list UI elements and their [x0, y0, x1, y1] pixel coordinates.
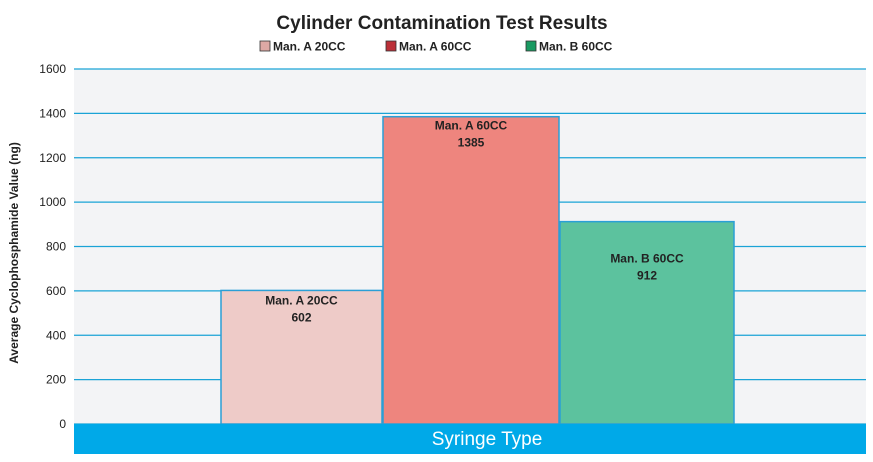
legend-swatch	[385, 40, 397, 52]
y-tick-label: 400	[46, 328, 66, 342]
legend: Man. A 20CC Man. A 60CC Man. B 60CC	[259, 40, 613, 54]
y-tick-label: 1000	[39, 195, 66, 209]
data-labels: Man. A 20CC 602 Man. A 60CC 1385 Man. B 60CC…	[265, 119, 684, 325]
x-axis-label: Syringe Type	[432, 429, 543, 450]
data-label-value: 1385	[458, 136, 485, 150]
chart-title: Cylinder Contamination Test Results	[276, 13, 607, 34]
bar-1	[382, 115, 560, 425]
legend-label: Man. A 60CC	[399, 40, 472, 54]
data-label-name: Man. A 20CC	[265, 293, 338, 307]
data-label-name: Man. A 60CC	[435, 119, 508, 133]
y-tick-label: 200	[46, 373, 66, 387]
data-label-name: Man. B 60CC	[610, 252, 684, 266]
bars	[220, 115, 735, 425]
y-tick-label: 0	[59, 417, 66, 431]
legend-swatch	[259, 40, 271, 52]
data-label-value: 912	[637, 269, 657, 283]
y-tick-label: 1600	[39, 62, 66, 76]
bar-0	[220, 289, 383, 425]
bar-2	[559, 220, 735, 425]
y-tick-label: 800	[46, 240, 66, 254]
y-tick-label: 1400	[39, 106, 66, 120]
legend-swatch	[525, 40, 537, 52]
legend-label: Man. A 20CC	[273, 40, 346, 54]
data-label-value: 602	[291, 310, 311, 324]
x-axis-band	[74, 424, 866, 454]
y-axis-ticks: 0 200 400 600 800 1000 1200 1400 1600	[39, 62, 66, 431]
legend-label: Man. B 60CC	[539, 40, 613, 54]
y-axis-label: Average Cyclophosphamide Value (ng)	[7, 142, 21, 364]
y-tick-label: 600	[46, 284, 66, 298]
y-tick-label: 1200	[39, 151, 66, 165]
